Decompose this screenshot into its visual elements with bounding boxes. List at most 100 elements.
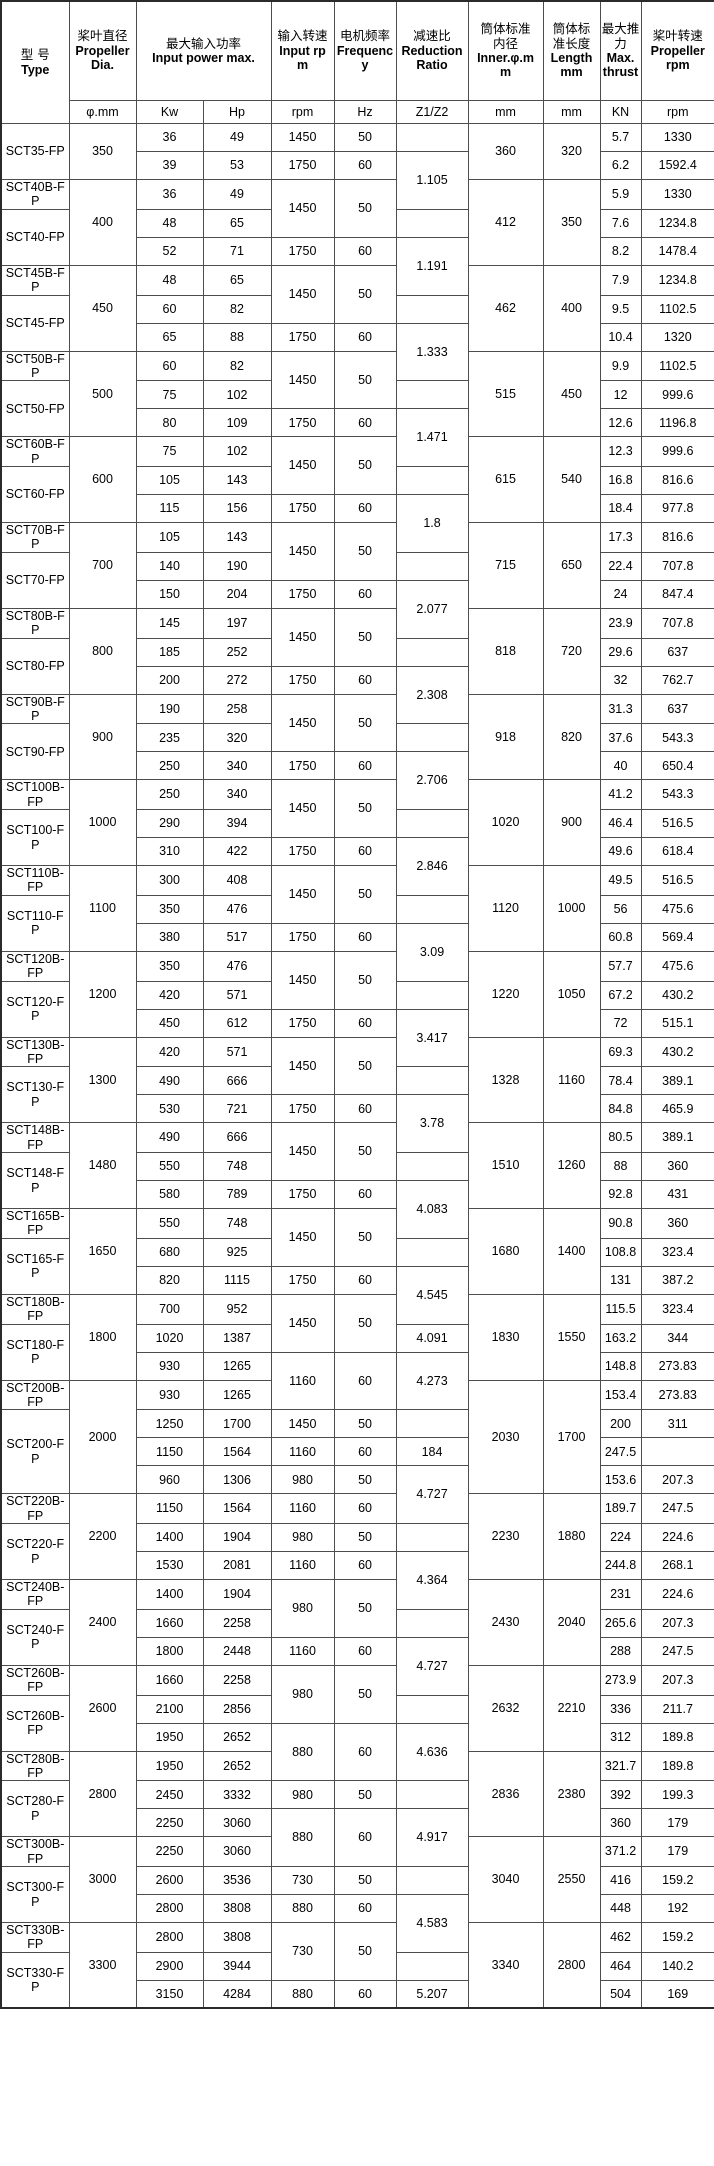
cell-rpm: 1750 [270, 151, 335, 180]
cell-prpm: 389.1 [640, 1122, 714, 1153]
cell-kw: 490 [135, 1122, 204, 1153]
cell-kw: 490 [135, 1066, 204, 1096]
cell-ratio: 1.333 [395, 322, 469, 382]
cell-thrust: 312 [599, 1722, 642, 1752]
cell-ratio [395, 1409, 469, 1439]
cell-thrust: 5.7 [599, 123, 642, 152]
cell-rpm: 1750 [270, 665, 335, 695]
cell-hp: 258 [202, 693, 272, 725]
table-row: SCT220B-FP 2200 1150 1564 1160 60 2230 1880 189.… [0, 1493, 714, 1580]
cell-hp: 190 [202, 551, 272, 581]
cell-prpm: 179 [640, 1836, 714, 1867]
cell-inner: 2230 [467, 1493, 544, 1580]
cell-inner: 2430 [467, 1579, 544, 1666]
cell-kw: 550 [135, 1152, 204, 1181]
cell-kw: 2250 [135, 1836, 204, 1867]
cell-prpm: 999.6 [640, 380, 714, 410]
cell-inner: 818 [467, 607, 544, 695]
cell-hp: 71 [202, 236, 272, 266]
cell-hz: 60 [333, 579, 397, 609]
cell-kw: 530 [135, 1094, 204, 1124]
cell-rpm: 880 [270, 1894, 335, 1923]
cell-kw: 48 [135, 264, 204, 296]
cell-ratio: 4.583 [395, 1894, 469, 1953]
cell-hz: 60 [333, 236, 397, 266]
cell-dia: 1200 [68, 950, 137, 1038]
cell-hp: 102 [202, 380, 272, 410]
cell-ratio [395, 1780, 469, 1810]
table-row: SCT280-FP 2450 3332 980 50 392 199.3 [0, 1780, 714, 1838]
cell-thrust: 163.2 [599, 1323, 642, 1353]
cell-kw: 140 [135, 551, 204, 581]
table-row: 52 71 1750 60 1.191 8.2 1478.4 [1, 236, 714, 296]
cell-rpm: 1160 [270, 1636, 335, 1666]
cell-inner: 1328 [467, 1036, 544, 1124]
cell-hp: 2448 [202, 1636, 272, 1666]
cell-thrust: 56 [599, 894, 642, 924]
cell-hz: 60 [333, 751, 397, 781]
cell-ratio: 2.077 [395, 579, 469, 639]
cell-prpm: 707.8 [640, 551, 714, 581]
cell-rpm: 980 [270, 1664, 335, 1724]
cell-thrust: 32 [599, 665, 642, 695]
cell-hz: 60 [333, 1636, 397, 1666]
cell-thrust: 10.4 [599, 322, 642, 352]
cell-type: SCT110-FP [0, 894, 70, 952]
table-row: SCT100-FP 290 394 46.4 516.5 [0, 809, 714, 866]
cell-thrust: 273.9 [599, 1664, 642, 1696]
cell-thrust: 80.5 [599, 1122, 642, 1153]
header-reduction-ratio: 减速比 Reduction Ratio [395, 0, 469, 101]
cell-ratio [395, 294, 469, 324]
table-row: 200 272 1750 60 2.308 32 762.7 [1, 665, 714, 725]
cell-hp: 925 [202, 1237, 272, 1267]
cell-rpm: 980 [270, 1465, 335, 1495]
cell-prpm: 247.5 [640, 1636, 714, 1666]
cell-thrust: 462 [599, 1922, 642, 1953]
cell-kw: 39 [135, 151, 204, 180]
cell-kw: 450 [135, 1008, 204, 1038]
cell-kw: 1530 [135, 1551, 204, 1580]
cell-type: SCT280-FP [0, 1780, 70, 1838]
cell-length: 900 [542, 779, 601, 866]
header-unit-length: mm [542, 100, 601, 124]
cell-thrust: 41.2 [599, 779, 642, 810]
cell-hz: 50 [333, 607, 397, 667]
cell-rpm: 1160 [270, 1551, 335, 1580]
cell-dia: 900 [68, 693, 137, 781]
cell-hp: 2258 [202, 1608, 272, 1638]
cell-thrust: 7.6 [599, 208, 642, 238]
cell-thrust: 244.8 [599, 1551, 642, 1580]
cell-thrust: 153.4 [599, 1379, 642, 1411]
header-prop-en2: rpm [665, 58, 690, 73]
cell-thrust: 22.4 [599, 551, 642, 581]
cell-length: 320 [542, 123, 601, 180]
table-row: SCT300B-FP 3000 2250 3060 3040 2550 371.2 179 [0, 1836, 714, 1923]
cell-thrust: 84.8 [599, 1094, 642, 1124]
cell-prpm: 224.6 [640, 1579, 714, 1610]
header-unit-kw: Kw [135, 100, 204, 124]
cell-kw: 2250 [135, 1808, 204, 1838]
cell-ratio: 2.846 [395, 837, 469, 896]
header-inner-en2: m [499, 65, 512, 80]
cell-prpm: 977.8 [640, 494, 714, 523]
cell-hp: 88 [202, 322, 272, 352]
table-row: SCT70-FP 140 190 22.4 707.8 [0, 551, 714, 609]
cell-dia: 2400 [68, 1579, 137, 1666]
cell-inner: 1680 [467, 1208, 544, 1295]
table-row: 115 156 1750 60 1.8 18.4 977.8 [1, 494, 714, 553]
cell-prpm: 431 [640, 1180, 714, 1209]
table-row: SCT50-FP 75 102 12 999.6 [0, 380, 714, 438]
table-row: SCT260B-FP 2100 2856 336 211.7 [0, 1694, 714, 1752]
cell-thrust: 265.6 [599, 1608, 642, 1638]
cell-prpm: 211.7 [640, 1694, 714, 1724]
cell-kw: 960 [135, 1465, 204, 1495]
cell-kw: 200 [135, 665, 204, 695]
cell-prpm: 273.83 [640, 1379, 714, 1411]
cell-hp: 422 [202, 837, 272, 866]
cell-hp: 53 [202, 151, 272, 180]
table-row: 380 517 1750 60 3.09 60.8 569.4 [1, 922, 714, 982]
cell-hp: 476 [202, 950, 272, 982]
cell-hz: 50 [333, 1293, 397, 1353]
cell-type: SCT180-FP [0, 1323, 70, 1381]
cell-prpm: 311 [640, 1409, 714, 1439]
